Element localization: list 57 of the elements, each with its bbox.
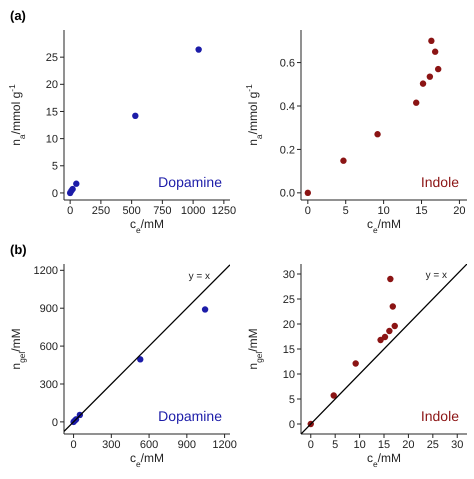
y-tick-label: 20 (46, 79, 58, 92)
x-tick-label: 10 (377, 204, 390, 217)
x-tick-label: 20 (402, 438, 415, 451)
y-tick-label: 30 (282, 268, 295, 281)
y-tick-label: 10 (282, 368, 295, 381)
y-tick-label: 0.0 (280, 188, 295, 200)
x-tick-label: 300 (102, 438, 120, 451)
x-axis-title: c$_{e}$/mM (367, 451, 401, 469)
text: Indole (420, 174, 459, 190)
x-tick-label: 10 (353, 438, 366, 451)
x-tick-label: 1200 (212, 438, 237, 451)
y-tick-label: 15 (46, 106, 58, 118)
text: Dopamine (158, 174, 222, 190)
x-tick-label: 5 (332, 438, 338, 451)
y-tick-label: 15 (282, 344, 295, 356)
y-tick-label: 600 (40, 341, 58, 353)
x-tick-label: 750 (153, 204, 172, 217)
y-tick-label: 0.6 (280, 57, 295, 70)
y-tick-label: 900 (40, 303, 58, 316)
x-tick-label: 1250 (212, 204, 236, 217)
x-tick-label: 900 (178, 438, 196, 451)
x-axis-title: c$_{e}$/mM (130, 217, 164, 235)
y-tick-label: 0.4 (280, 100, 295, 113)
y-tick-label: 20 (282, 318, 295, 331)
text: Indole (420, 408, 459, 424)
x-tick-label: 0 (67, 204, 74, 217)
x-tick-label: 30 (451, 438, 464, 451)
x-tick-label: 0 (70, 438, 77, 451)
x-tick-label: 5 (342, 204, 349, 217)
x-tick-label: 250 (92, 204, 110, 217)
y-tick-label: 0.2 (280, 144, 295, 156)
x-tick-label: 600 (140, 438, 158, 451)
x-tick-label: 15 (415, 204, 428, 217)
y-tick-label: 5 (288, 394, 295, 406)
text: Dopamine (158, 408, 222, 424)
y-tick-label: 5 (52, 160, 58, 173)
y-tick-label: 1200 (34, 265, 58, 278)
y-tick-label: 25 (46, 52, 58, 64)
x-axis-title: c$_{e}$/mM (130, 451, 164, 469)
x-tick-label: 25 (426, 438, 439, 451)
y-tick-label: 300 (40, 378, 58, 391)
text: (b) (10, 242, 27, 257)
x-tick-label: 0 (304, 204, 311, 217)
y-tick-label: 0 (52, 188, 58, 200)
y-tick-label: 0 (288, 418, 295, 431)
x-tick-label: 500 (122, 204, 141, 217)
series-label: y = x (188, 270, 210, 282)
series-label: y = x (426, 270, 447, 281)
x-tick-label: 1000 (180, 204, 206, 217)
y-tick-label: 10 (46, 134, 58, 146)
x-tick-label: 15 (378, 438, 390, 451)
text: (a) (10, 8, 26, 23)
x-tick-label: 0 (308, 438, 314, 451)
y-tick-label: 0 (52, 416, 58, 429)
y-tick-label: 25 (282, 294, 295, 306)
x-tick-label: 20 (453, 204, 466, 217)
x-axis-title: c$_{e}$/mM (367, 217, 401, 235)
